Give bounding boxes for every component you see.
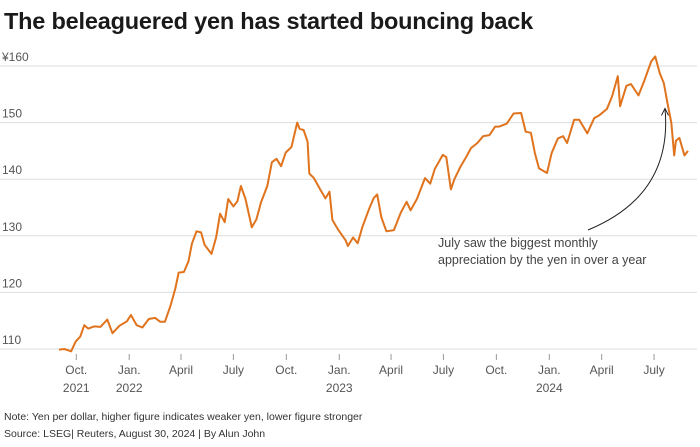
x-tick-year-5: 2023 (326, 381, 353, 395)
x-tick-label-6: April (379, 363, 403, 377)
chart-source: Source: LSEG| Reuters, August 30, 2024 |… (4, 428, 266, 440)
y-tick-label-140: 140 (2, 163, 22, 177)
x-tick-label-3: July (223, 363, 244, 377)
chart-note: Note: Yen per dollar, higher figure indi… (4, 411, 363, 423)
x-tick-year-9: 2024 (536, 381, 563, 395)
y-tick-label-130: 130 (2, 220, 22, 234)
annotation-arrow-line (587, 108, 667, 231)
y-tick-label-110: 110 (2, 333, 21, 347)
y-tick-label-120: 120 (2, 276, 22, 290)
gridlines (0, 65, 697, 350)
y-axis-labels: 110 120 130 140 150 ¥160 (1, 50, 29, 347)
annotation-text-1: appreciation by the yen in over a year (438, 253, 646, 267)
x-tick-year-0: 2021 (63, 381, 90, 395)
chart-title: The beleaguered yen has started bouncing… (4, 8, 534, 34)
annotation: July saw the biggest monthly appreciation… (438, 107, 669, 267)
x-tick-label-11: July (643, 363, 664, 377)
x-tick-label-4: Oct. (275, 363, 297, 377)
x-tick-label-10: April (590, 363, 614, 377)
series-line-0 (58, 55, 689, 353)
x-tick-label-2: April (169, 363, 193, 377)
x-tick-label-5: Jan. (328, 363, 351, 377)
y-tick-label-160: ¥160 (1, 50, 29, 64)
x-tick-year-1: 2022 (116, 381, 143, 395)
x-tick-label-9: Jan. (538, 363, 561, 377)
x-axis: Oct. 2021 Jan. 2022 April July Oct. Jan. 2023 Apr… (63, 354, 665, 395)
x-tick-label-8: Oct. (485, 363, 507, 377)
x-tick-label-1: Jan. (118, 363, 141, 377)
annotation-arrowhead (661, 107, 669, 116)
x-tick-label-7: July (433, 363, 454, 377)
x-tick-label-0: Oct. (65, 363, 87, 377)
y-tick-label-150: 150 (2, 107, 22, 121)
annotation-text-0: July saw the biggest monthly (438, 236, 599, 250)
series (58, 55, 689, 353)
